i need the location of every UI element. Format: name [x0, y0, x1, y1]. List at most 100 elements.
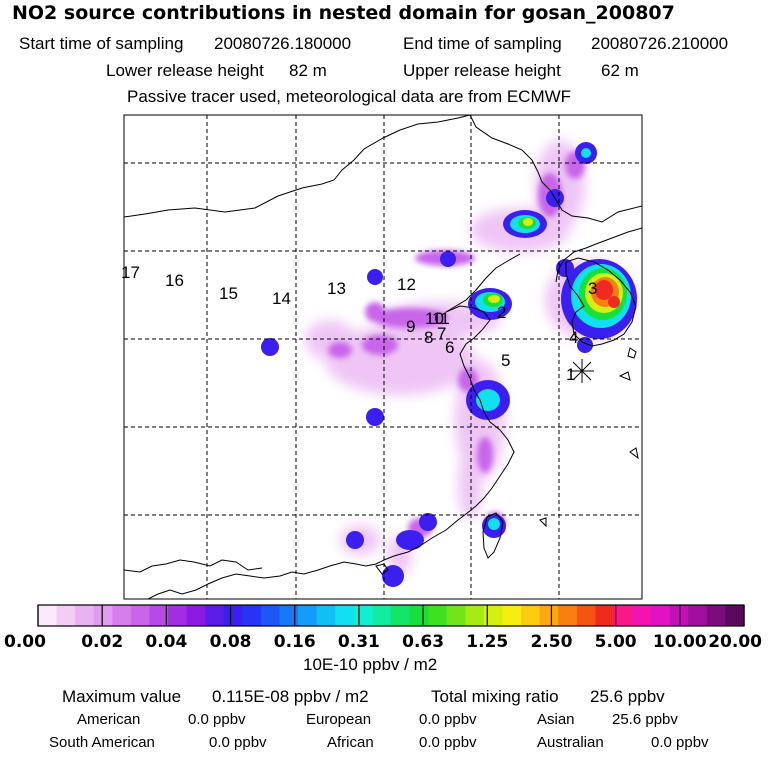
colorbar-swatch [613, 605, 634, 626]
colorbar-swatch [372, 605, 392, 626]
colorbar-tick-label: 1.25 [466, 632, 508, 652]
colorbar-tick-label: 0.00 [4, 632, 46, 652]
colorbar-tick-label: 0.08 [210, 632, 252, 652]
colorbar-swatch [409, 605, 429, 626]
african-value: 0.0 ppbv [419, 734, 477, 751]
colorbar-swatch [260, 605, 281, 626]
end-time-label: End time of sampling [403, 34, 562, 53]
colorbar-swatch [149, 605, 169, 626]
map-frame [123, 114, 643, 600]
colorbar-swatch [558, 605, 578, 626]
colorbar-units: 10E-10 ppbv / m2 [303, 655, 438, 674]
colorbar-swatch [316, 605, 336, 626]
colorbar-swatch [688, 605, 708, 626]
colorbar [38, 605, 745, 626]
american-label: American [77, 711, 141, 728]
trajectory-label-5: 5 [501, 351, 510, 370]
colorbar-swatch [75, 605, 95, 626]
trajectory-label-4: 4 [569, 328, 578, 347]
receptor-marker-icon [570, 359, 594, 383]
max-value-label: Maximum value [62, 687, 182, 706]
total-mixing-value: 25.6 ppbv [590, 687, 665, 706]
tracer-note: Passive tracer used, meteorological data… [127, 87, 572, 106]
australian-value: 0.0 ppbv [651, 734, 709, 751]
colorbar-tick-label: 20.00 [708, 632, 762, 652]
colorbar-swatch [502, 605, 522, 626]
trajectory-label-1: 1 [566, 365, 575, 384]
colorbar-swatch [391, 605, 411, 626]
colorbar-swatch [186, 605, 206, 626]
colorbar-swatch [632, 605, 652, 626]
colorbar-swatch [298, 605, 318, 626]
colorbar-swatch [483, 605, 504, 626]
colorbar-swatch [205, 605, 225, 626]
end-time-value: 20080726.210000 [591, 34, 729, 53]
map-grid [124, 115, 642, 599]
colorbar-swatch [279, 605, 299, 626]
trajectory-label-10: 10 [425, 309, 444, 328]
colorbar-swatch [576, 605, 596, 626]
colorbar-tick-label: 0.63 [402, 632, 444, 652]
upper-release-label: Upper release height [403, 61, 561, 80]
asian-label: Asian [537, 711, 575, 728]
colorbar-tick-label: 10.00 [653, 632, 707, 652]
chart-title: NO2 source contributions in nested domai… [12, 2, 675, 24]
total-mixing-label: Total mixing ratio [431, 687, 559, 706]
colorbar-swatch [130, 605, 151, 626]
trajectory-label-12: 12 [397, 275, 416, 294]
colorbar-swatch [446, 605, 466, 626]
lower-release-value: 82 m [289, 61, 327, 80]
european-label: European [306, 711, 372, 728]
colorbar-swatch [242, 605, 262, 626]
colorbar-swatch [706, 605, 727, 626]
trajectory-label-7: 7 [437, 324, 446, 343]
trajectory-label-16: 16 [165, 271, 184, 290]
african-label: African [327, 734, 374, 751]
colorbar-swatch [168, 605, 188, 626]
trajectory-label-11: 11 [432, 309, 450, 328]
colorbar-tick-label: 0.16 [274, 632, 316, 652]
colorbar-ticks: 0.00 0.02 0.04 0.08 0.16 0.31 0.63 1.25 2.50 5.00… [4, 605, 762, 652]
upper-release-value: 62 m [601, 61, 639, 80]
trajectory-label-15: 15 [219, 284, 238, 303]
colorbar-tick-label: 0.04 [145, 632, 187, 652]
colorbar-swatch [353, 605, 374, 626]
colorbar-swatch [335, 605, 355, 626]
colorbar-swatch [112, 605, 132, 626]
lower-release-label: Lower release height [106, 61, 264, 80]
concentration-field [261, 140, 637, 587]
colorbar-tick-label: 5.00 [595, 632, 637, 652]
trajectory-label-8: 8 [424, 328, 433, 347]
south-american-label: South American [49, 734, 155, 751]
trajectory-label-14: 14 [272, 289, 291, 308]
colorbar-swatch [428, 605, 448, 626]
asian-value: 25.6 ppbv [612, 711, 678, 728]
colorbar-swatch [223, 605, 243, 626]
trajectory-label-13: 13 [327, 279, 346, 298]
european-value: 0.0 ppbv [419, 711, 477, 728]
american-value: 0.0 ppbv [188, 711, 246, 728]
colorbar-swatch [539, 605, 559, 626]
start-time-label: Start time of sampling [19, 34, 184, 53]
trajectory-label-9: 9 [406, 317, 415, 336]
colorbar-swatch [38, 605, 58, 626]
colorbar-swatch [56, 605, 76, 626]
colorbar-tick-label: 0.31 [338, 632, 380, 652]
australian-label: Australian [537, 734, 604, 751]
start-time-value: 20080726.180000 [214, 34, 352, 53]
colorbar-swatch [465, 605, 485, 626]
max-value: 0.115E-08 ppbv / m2 [212, 687, 369, 706]
colorbar-tick-label: 0.02 [81, 632, 123, 652]
trajectory-label-2: 2 [497, 303, 506, 322]
trajectory-label-17: 17 [121, 263, 140, 282]
colorbar-swatch [595, 605, 615, 626]
colorbar-swatch [521, 605, 541, 626]
trajectory-label-6: 6 [445, 338, 454, 357]
colorbar-tick-label: 2.50 [530, 632, 572, 652]
colorbar-swatch [725, 605, 745, 626]
coastlines [124, 115, 642, 599]
south-american-value: 0.0 ppbv [209, 734, 267, 751]
colorbar-swatch [93, 605, 113, 626]
